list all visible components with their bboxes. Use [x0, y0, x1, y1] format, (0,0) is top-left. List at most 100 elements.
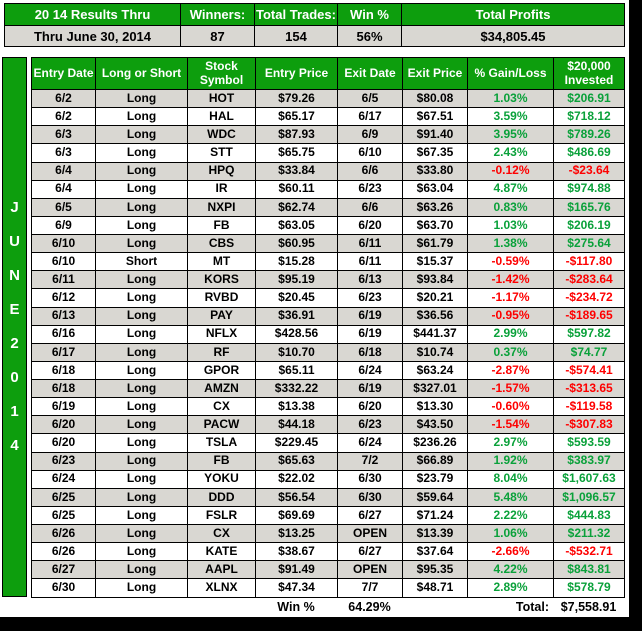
total-trades-value[interactable]: 154: [255, 26, 337, 46]
cell-invested[interactable]: $486.69: [554, 144, 624, 162]
cell-entry-price[interactable]: $56.54: [256, 488, 337, 506]
cell-long-or-short[interactable]: Long: [96, 398, 187, 416]
cell-exit-date[interactable]: 7/2: [338, 452, 402, 470]
cell-gain-loss[interactable]: -0.95%: [468, 307, 553, 325]
winners-label[interactable]: Winners:: [181, 4, 254, 25]
cell-long-or-short[interactable]: Long: [96, 90, 187, 108]
total-profits-label[interactable]: Total Profits: [402, 4, 624, 25]
cell-exit-price[interactable]: $37.64: [403, 543, 467, 561]
cell-invested[interactable]: $789.26: [554, 126, 624, 144]
cell-entry-date[interactable]: 6/5: [32, 198, 95, 216]
cell-entry-date[interactable]: 6/9: [32, 216, 95, 234]
cell-invested[interactable]: -$532.71: [554, 543, 624, 561]
cell-gain-loss[interactable]: 0.37%: [468, 343, 553, 361]
cell-exit-price[interactable]: $59.64: [403, 488, 467, 506]
cell-exit-date[interactable]: 6/13: [338, 271, 402, 289]
cell-gain-loss[interactable]: 1.03%: [468, 90, 553, 108]
cell-gain-loss[interactable]: -0.59%: [468, 253, 553, 271]
cell-gain-loss[interactable]: -2.87%: [468, 361, 553, 379]
cell-exit-date[interactable]: 6/19: [338, 325, 402, 343]
win-pct-label[interactable]: Win %: [338, 4, 401, 25]
cell-long-or-short[interactable]: Long: [96, 452, 187, 470]
total-trades-label[interactable]: Total Trades:: [255, 4, 337, 25]
cell-entry-date[interactable]: 6/13: [32, 307, 95, 325]
cell-entry-price[interactable]: $60.95: [256, 235, 337, 253]
cell-exit-date[interactable]: 6/23: [338, 180, 402, 198]
cell-long-or-short[interactable]: Long: [96, 235, 187, 253]
cell-stock-symbol[interactable]: TSLA: [188, 434, 255, 452]
cell-entry-price[interactable]: $95.19: [256, 271, 337, 289]
cell-entry-price[interactable]: $79.26: [256, 90, 337, 108]
cell-invested[interactable]: $597.82: [554, 325, 624, 343]
cell-exit-date[interactable]: 6/17: [338, 108, 402, 126]
cell-exit-price[interactable]: $91.40: [403, 126, 467, 144]
cell-entry-date[interactable]: 6/10: [32, 235, 95, 253]
cell-entry-price[interactable]: $13.38: [256, 398, 337, 416]
cell-gain-loss[interactable]: 1.92%: [468, 452, 553, 470]
cell-long-or-short[interactable]: Long: [96, 216, 187, 234]
cell-long-or-short[interactable]: Long: [96, 543, 187, 561]
cell-stock-symbol[interactable]: MT: [188, 253, 255, 271]
cell-exit-date[interactable]: 6/24: [338, 434, 402, 452]
cell-gain-loss[interactable]: 4.87%: [468, 180, 553, 198]
cell-stock-symbol[interactable]: KATE: [188, 543, 255, 561]
cell-long-or-short[interactable]: Long: [96, 180, 187, 198]
cell-entry-price[interactable]: $229.45: [256, 434, 337, 452]
cell-stock-symbol[interactable]: HPQ: [188, 162, 255, 180]
cell-exit-date[interactable]: 6/27: [338, 543, 402, 561]
cell-invested[interactable]: -$234.72: [554, 289, 624, 307]
cell-gain-loss[interactable]: 8.04%: [468, 470, 553, 488]
cell-entry-date[interactable]: 6/12: [32, 289, 95, 307]
cell-exit-price[interactable]: $441.37: [403, 325, 467, 343]
cell-invested[interactable]: -$119.58: [554, 398, 624, 416]
winners-value[interactable]: 87: [181, 26, 254, 46]
cell-long-or-short[interactable]: Long: [96, 380, 187, 398]
cell-entry-price[interactable]: $33.84: [256, 162, 337, 180]
cell-entry-date[interactable]: 6/26: [32, 525, 95, 543]
cell-entry-price[interactable]: $65.11: [256, 361, 337, 379]
cell-exit-date[interactable]: 6/19: [338, 380, 402, 398]
cell-exit-date[interactable]: 6/5: [338, 90, 402, 108]
cell-entry-date[interactable]: 6/17: [32, 343, 95, 361]
cell-exit-price[interactable]: $63.70: [403, 216, 467, 234]
cell-entry-date[interactable]: 6/25: [32, 506, 95, 524]
col-header-exit-price[interactable]: Exit Price: [403, 58, 467, 89]
cell-exit-date[interactable]: OPEN: [338, 561, 402, 579]
cell-entry-price[interactable]: $36.91: [256, 307, 337, 325]
cell-stock-symbol[interactable]: CX: [188, 525, 255, 543]
cell-entry-price[interactable]: $47.34: [256, 579, 337, 597]
cell-entry-price[interactable]: $13.25: [256, 525, 337, 543]
cell-exit-date[interactable]: 6/11: [338, 235, 402, 253]
cell-stock-symbol[interactable]: AAPL: [188, 561, 255, 579]
cell-entry-price[interactable]: $428.56: [256, 325, 337, 343]
cell-entry-date[interactable]: 6/25: [32, 488, 95, 506]
cell-entry-price[interactable]: $91.49: [256, 561, 337, 579]
cell-gain-loss[interactable]: -1.17%: [468, 289, 553, 307]
cell-entry-price[interactable]: $332.22: [256, 380, 337, 398]
cell-gain-loss[interactable]: 1.03%: [468, 216, 553, 234]
cell-entry-date[interactable]: 6/27: [32, 561, 95, 579]
cell-long-or-short[interactable]: Long: [96, 289, 187, 307]
cell-exit-price[interactable]: $20.21: [403, 289, 467, 307]
cell-gain-loss[interactable]: 2.22%: [468, 506, 553, 524]
cell-entry-date[interactable]: 6/19: [32, 398, 95, 416]
cell-invested[interactable]: $206.19: [554, 216, 624, 234]
cell-long-or-short[interactable]: Long: [96, 108, 187, 126]
cell-exit-price[interactable]: $93.84: [403, 271, 467, 289]
cell-invested[interactable]: $1,096.57: [554, 488, 624, 506]
cell-invested[interactable]: $444.83: [554, 506, 624, 524]
cell-exit-date[interactable]: 6/23: [338, 289, 402, 307]
cell-stock-symbol[interactable]: HOT: [188, 90, 255, 108]
cell-invested[interactable]: $383.97: [554, 452, 624, 470]
cell-long-or-short[interactable]: Long: [96, 561, 187, 579]
cell-invested[interactable]: -$283.64: [554, 271, 624, 289]
cell-gain-loss[interactable]: -1.42%: [468, 271, 553, 289]
cell-entry-price[interactable]: $65.17: [256, 108, 337, 126]
cell-entry-price[interactable]: $38.67: [256, 543, 337, 561]
cell-stock-symbol[interactable]: PACW: [188, 416, 255, 434]
cell-exit-date[interactable]: 6/30: [338, 488, 402, 506]
total-profits-value[interactable]: $34,805.45: [402, 26, 624, 46]
cell-invested[interactable]: -$574.41: [554, 361, 624, 379]
cell-exit-price[interactable]: $36.56: [403, 307, 467, 325]
cell-stock-symbol[interactable]: IR: [188, 180, 255, 198]
